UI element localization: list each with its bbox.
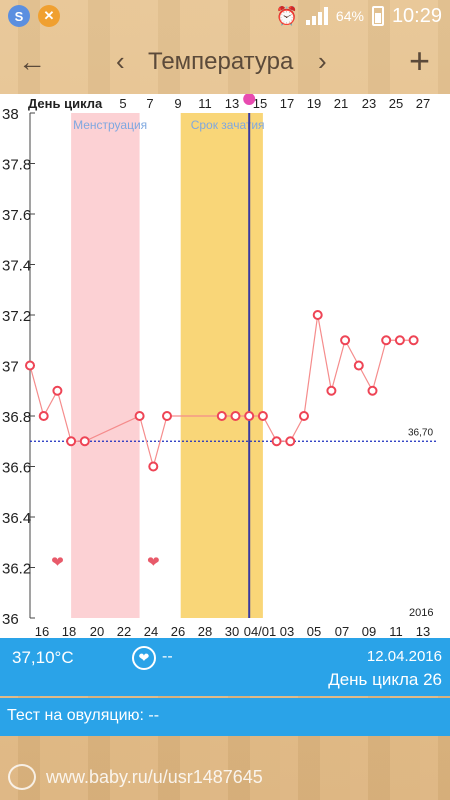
top-axis-label: День цикла <box>28 96 103 111</box>
cycle-day-tick: 19 <box>307 96 321 111</box>
chart-svg[interactable]: Менструация Срок зачатия 36 36.2 36.4 36.6 36.… <box>0 94 450 638</box>
ovulation-test-row[interactable]: Тест на овуляцию: -- <box>0 698 450 736</box>
date-tick: 11 <box>389 624 403 638</box>
temperature-point <box>408 335 419 346</box>
cycle-day-tick: 11 <box>198 96 212 111</box>
current-day-marker <box>243 94 256 105</box>
y-tick-label: 38 <box>2 106 19 123</box>
date-tick: 07 <box>335 624 349 638</box>
cycle-day-tick: 13 <box>225 96 239 111</box>
cycle-day-tick: 23 <box>362 96 376 111</box>
y-tick-label: 37 <box>2 359 19 376</box>
add-plus-icon[interactable]: + <box>408 40 430 81</box>
year-label: 2016 <box>409 607 433 619</box>
battery-icon <box>371 6 384 26</box>
temperature-point <box>79 436 90 447</box>
current-temperature: 37,10°C <box>12 648 74 667</box>
temperature-point <box>52 385 63 396</box>
app-bar: ← ‹ Температура › + <box>0 32 450 94</box>
next-chevron-icon[interactable]: › <box>318 46 327 76</box>
date-tick: 30 <box>225 624 239 638</box>
cycle-day-tick: 7 <box>146 96 153 111</box>
date-tick: 24 <box>144 624 158 638</box>
temperature-point <box>25 360 35 371</box>
temperature-point <box>285 436 296 447</box>
temperature-point <box>394 335 405 346</box>
date-tick: 28 <box>198 624 212 638</box>
summary-date: 12.04.2016 <box>366 648 442 665</box>
back-arrow-icon[interactable]: ← <box>18 46 46 77</box>
x-app-icon: ✕ <box>38 5 60 27</box>
cycle-day-tick: 27 <box>416 96 430 111</box>
cycle-day-tick: 9 <box>174 96 181 111</box>
date-tick: 18 <box>62 624 76 638</box>
y-tick-label: 37.8 <box>2 157 31 174</box>
temperature-point <box>230 411 241 421</box>
cycle-day-tick: 21 <box>334 96 348 111</box>
temperature-point <box>216 411 227 421</box>
heart-marker-icon: ❤ <box>147 553 160 571</box>
temperature-point <box>381 335 392 346</box>
signal-icon <box>305 7 328 25</box>
date-tick: 13 <box>416 624 430 638</box>
summary-cycle-day: День цикла 26 <box>328 670 442 689</box>
heart-icon[interactable]: ❤ <box>132 646 156 670</box>
page-title: Температура <box>148 48 294 75</box>
alarm-icon: ⏰ <box>275 5 298 26</box>
s-app-icon: S <box>8 5 30 27</box>
y-tick-label: 37.6 <box>2 207 31 224</box>
temperature-point <box>148 461 159 472</box>
heart-marker-icon: ❤ <box>51 553 64 571</box>
date-tick: 03 <box>280 624 294 638</box>
y-tick-label: 36.8 <box>2 409 31 426</box>
cycle-day-tick: 5 <box>119 96 126 111</box>
prev-chevron-icon[interactable]: ‹ <box>116 46 125 76</box>
y-tick-label: 36 <box>2 611 19 628</box>
y-tick-label: 37.4 <box>2 258 31 275</box>
temperature-point <box>257 411 268 421</box>
date-tick: 04/01 <box>244 624 277 638</box>
temperature-chart[interactable]: Менструация Срок зачатия 36 36.2 36.4 36.6 36.… <box>0 94 450 638</box>
status-bar: S ✕ ⏰ 64% 10:29 <box>0 0 450 32</box>
temperature-point <box>299 411 309 421</box>
y-tick-label: 36.6 <box>2 460 31 477</box>
temperature-point <box>353 360 364 371</box>
date-tick: 16 <box>35 624 49 638</box>
coverline-label: 36,70 <box>408 427 433 438</box>
band-label-menstruation: Менструация <box>73 118 147 132</box>
chart-band-1 <box>180 113 263 618</box>
chart-band-0 <box>71 113 140 618</box>
date-tick: 09 <box>362 624 376 638</box>
date-tick: 22 <box>117 624 131 638</box>
cycle-day-tick: 25 <box>389 96 403 111</box>
cycle-day-tick: 15 <box>253 96 267 111</box>
temperature-point <box>326 385 337 396</box>
y-tick-label: 37.2 <box>2 308 31 325</box>
band-label-conception: Срок зачатия <box>191 118 265 132</box>
cycle-day-tick: 17 <box>280 96 294 111</box>
heart-value: -- <box>162 648 173 665</box>
temperature-point <box>38 411 49 421</box>
temperature-point <box>271 436 282 447</box>
watermark-logo-icon <box>8 764 36 790</box>
date-tick: 26 <box>171 624 185 638</box>
y-tick-label: 36.4 <box>2 510 31 527</box>
temperature-point <box>340 335 351 346</box>
temperature-point <box>312 310 323 320</box>
temperature-point <box>66 436 77 447</box>
summary-bar[interactable]: 37,10°C ❤ -- 12.04.2016 День цикла 26 <box>0 638 450 696</box>
y-tick-label: 36.2 <box>2 561 31 578</box>
temperature-point <box>244 411 255 421</box>
ovulation-test-label: Тест на овуляцию: -- <box>7 707 160 724</box>
watermark-text: www.baby.ru/u/usr1487645 <box>46 766 263 787</box>
clock: 10:29 <box>391 4 442 27</box>
date-tick: 20 <box>90 624 104 638</box>
temperature-point <box>162 411 172 421</box>
date-tick: 05 <box>307 624 321 638</box>
watermark: www.baby.ru/u/usr1487645 <box>8 762 448 792</box>
battery-percent: 64% <box>335 8 364 24</box>
temperature-point <box>134 411 145 421</box>
temperature-point <box>367 385 378 396</box>
